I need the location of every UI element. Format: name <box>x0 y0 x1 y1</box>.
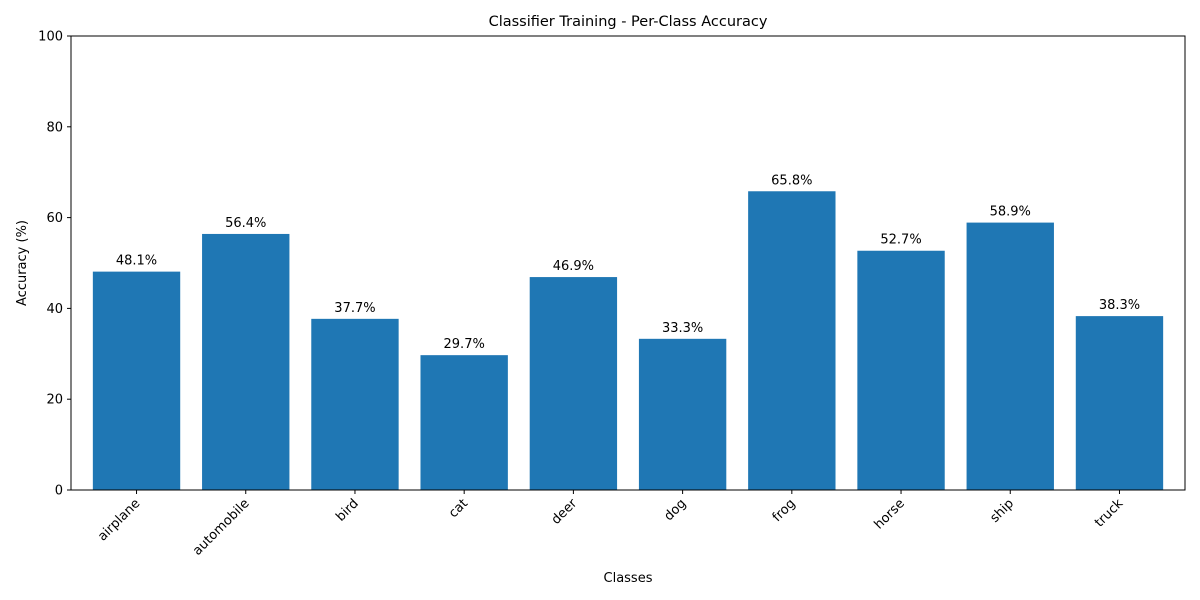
x-tick-label-frog: frog <box>770 496 799 525</box>
data-label-truck: 38.3% <box>1099 298 1140 313</box>
x-tick-label-cat: cat <box>446 496 471 521</box>
y-tick-label-80: 80 <box>46 120 63 135</box>
bar-deer <box>529 277 618 490</box>
bar-ship <box>966 222 1054 490</box>
bar-cat <box>420 355 508 490</box>
data-label-cat: 29.7% <box>444 337 485 352</box>
data-label-bird: 37.7% <box>334 301 375 316</box>
x-tick-label-truck: truck <box>1092 496 1127 531</box>
data-label-automobile: 56.4% <box>225 216 266 231</box>
data-label-dog: 33.3% <box>662 321 703 336</box>
y-tick-label-40: 40 <box>46 302 63 317</box>
bars-group <box>92 191 1164 490</box>
y-axis: 0 20 40 60 80 100 <box>38 30 71 499</box>
bar-airplane <box>92 271 181 490</box>
bar-horse <box>857 250 945 490</box>
data-label-airplane: 48.1% <box>116 254 157 269</box>
bar-dog <box>638 338 727 490</box>
x-tick-label-dog: dog <box>662 496 690 524</box>
x-tick-label-ship: ship <box>987 496 1017 526</box>
x-tick-label-airplane: airplane <box>95 496 143 544</box>
data-labels-group: 48.1% 56.4% 37.7% 29.7% 46.9% 33.3% 65.8% 52.7%… <box>116 173 1140 352</box>
x-axis-label: Classes <box>604 571 653 586</box>
y-tick-label-60: 60 <box>46 211 63 226</box>
x-tick-label-bird: bird <box>333 496 361 524</box>
data-label-ship: 58.9% <box>990 205 1031 220</box>
bar-frog <box>748 191 836 490</box>
y-tick-label-100: 100 <box>38 30 63 45</box>
y-axis-label: Accuracy (%) <box>15 220 30 306</box>
bar-bird <box>311 318 399 490</box>
data-label-deer: 46.9% <box>553 259 594 274</box>
x-tick-label-deer: deer <box>549 496 581 528</box>
x-tick-label-horse: horse <box>872 496 908 532</box>
x-tick-label-automobile: automobile <box>190 496 252 558</box>
chart-title: Classifier Training - Per-Class Accuracy <box>489 14 768 30</box>
y-tick-label-20: 20 <box>46 393 63 408</box>
x-axis: airplane automobile bird cat deer dog frog hors… <box>95 490 1127 559</box>
data-label-frog: 65.8% <box>771 173 812 188</box>
bar-truck <box>1075 316 1164 490</box>
y-tick-label-0: 0 <box>55 484 63 499</box>
data-label-horse: 52.7% <box>880 233 921 248</box>
plot-area-frame <box>70 35 1186 491</box>
bar-automobile <box>202 233 290 490</box>
